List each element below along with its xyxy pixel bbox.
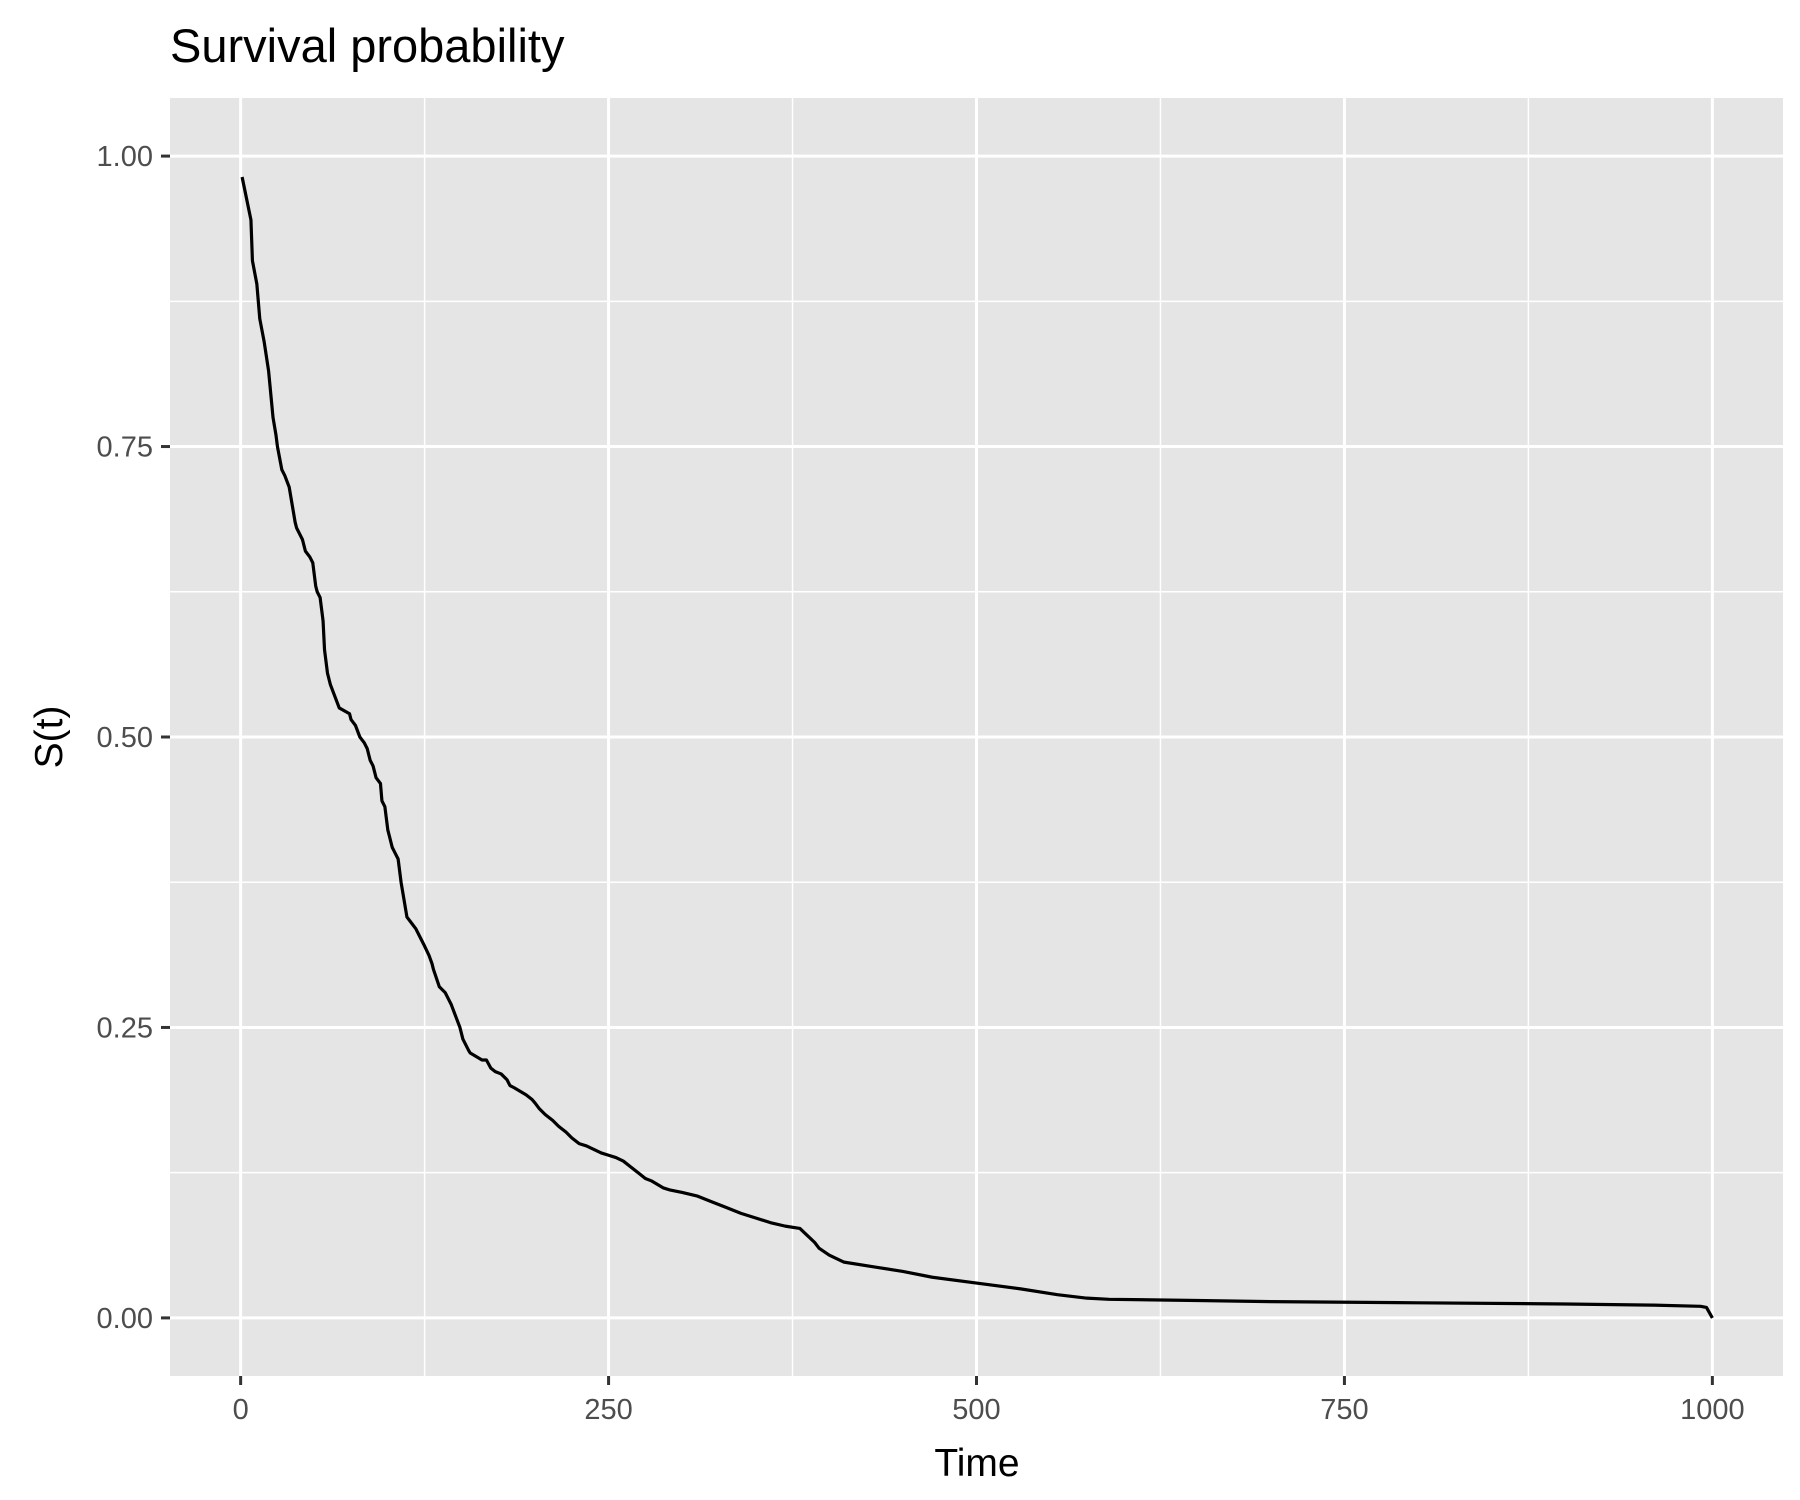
y-tick-label: 0.25 bbox=[97, 1012, 153, 1044]
x-tick-label: 250 bbox=[584, 1394, 632, 1426]
y-tick-label: 0.00 bbox=[97, 1303, 153, 1335]
x-axis-title: Time bbox=[934, 1442, 1019, 1485]
y-axis: 0.00 0.25 0.50 0.75 1.00 bbox=[97, 141, 170, 1335]
x-tick-label: 500 bbox=[952, 1394, 1000, 1426]
x-tick-label: 1000 bbox=[1680, 1394, 1745, 1426]
major-gridlines bbox=[170, 98, 1783, 1376]
y-tick-label: 0.50 bbox=[97, 722, 153, 754]
chart-title: Survival probability bbox=[170, 19, 565, 72]
series-layer bbox=[240, 176, 1714, 1319]
survival-curve bbox=[240, 176, 1714, 1319]
x-tick-label: 0 bbox=[233, 1394, 249, 1426]
y-tick-label: 1.00 bbox=[97, 141, 153, 173]
x-tick-label: 750 bbox=[1320, 1394, 1368, 1426]
x-axis: 0 250 500 750 1000 bbox=[233, 1376, 1745, 1426]
y-tick-label: 0.75 bbox=[97, 432, 153, 464]
y-axis-title: S(t) bbox=[28, 706, 71, 769]
